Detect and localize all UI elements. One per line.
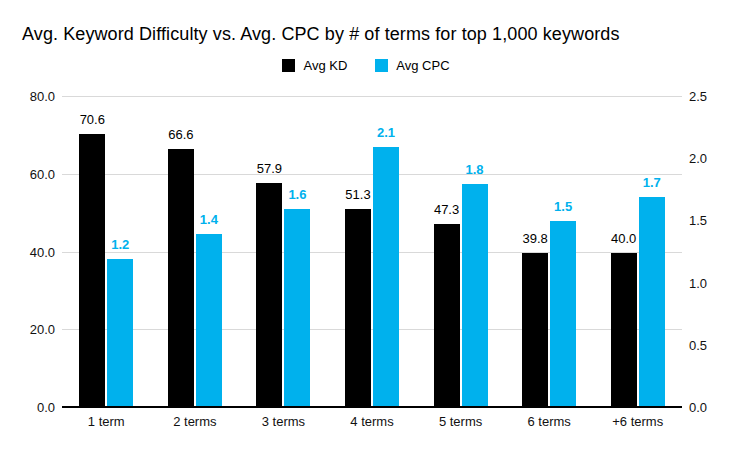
right-axis-tick-label: 2.5 bbox=[689, 89, 729, 105]
cpc-bar bbox=[107, 259, 133, 408]
cpc-bar bbox=[196, 234, 222, 408]
left-axis-tick-label: 60.0 bbox=[0, 167, 55, 183]
legend-label: Avg KD bbox=[303, 58, 347, 73]
x-axis-category-label: 1 term bbox=[61, 414, 151, 429]
right-axis-tick-label: 2.0 bbox=[689, 151, 729, 167]
kd-value-label: 57.9 bbox=[237, 161, 301, 176]
right-axis-tick-label: 0.5 bbox=[689, 338, 729, 354]
right-axis-tick-label: 1.0 bbox=[689, 276, 729, 292]
cpc-value-label: 1.2 bbox=[88, 237, 152, 252]
kd-bar bbox=[79, 134, 105, 408]
gridline bbox=[62, 329, 682, 330]
kd-value-label: 70.6 bbox=[60, 112, 124, 127]
left-axis-tick-label: 0.0 bbox=[0, 400, 55, 416]
kd-bar bbox=[611, 253, 637, 409]
cpc-value-label: 1.4 bbox=[177, 212, 241, 227]
gridline bbox=[62, 252, 682, 253]
right-axis-tick-label: 1.5 bbox=[689, 213, 729, 229]
cpc-value-label: 1.6 bbox=[265, 187, 329, 202]
legend-item-avg-cpc: Avg CPC bbox=[375, 58, 449, 73]
left-axis-tick-label: 80.0 bbox=[0, 89, 55, 105]
chart-title: Avg. Keyword Difficulty vs. Avg. CPC by … bbox=[22, 24, 620, 45]
cpc-value-label: 1.5 bbox=[531, 199, 595, 214]
x-axis-category-label: 4 terms bbox=[327, 414, 417, 429]
x-axis-line bbox=[62, 406, 682, 408]
gridline bbox=[62, 174, 682, 175]
legend-swatch-icon bbox=[282, 59, 295, 72]
cpc-bar bbox=[639, 197, 665, 408]
x-axis-category-label: 3 terms bbox=[238, 414, 328, 429]
x-axis-category-label: 5 terms bbox=[416, 414, 506, 429]
right-axis-tick-label: 0.0 bbox=[689, 400, 729, 416]
kd-value-label: 40.0 bbox=[592, 231, 656, 246]
cpc-bar bbox=[550, 221, 576, 408]
kd-value-label: 47.3 bbox=[415, 202, 479, 217]
kd-value-label: 66.6 bbox=[149, 127, 213, 142]
cpc-value-label: 1.7 bbox=[620, 175, 684, 190]
kd-value-label: 39.8 bbox=[503, 231, 567, 246]
legend-item-avg-kd: Avg KD bbox=[282, 58, 347, 73]
legend-swatch-icon bbox=[375, 59, 388, 72]
kd-bar bbox=[522, 253, 548, 408]
kd-bar bbox=[256, 183, 282, 408]
kd-bar bbox=[345, 209, 371, 408]
x-axis-category-label: 6 terms bbox=[504, 414, 594, 429]
legend-label: Avg CPC bbox=[396, 58, 449, 73]
chart-legend: Avg KD Avg CPC bbox=[0, 58, 732, 73]
kd-bar bbox=[434, 224, 460, 408]
x-axis-category-label: 2 terms bbox=[150, 414, 240, 429]
cpc-value-label: 2.1 bbox=[354, 125, 418, 140]
cpc-bar bbox=[462, 184, 488, 408]
gridline bbox=[62, 96, 682, 97]
kd-value-label: 51.3 bbox=[326, 187, 390, 202]
kd-bar bbox=[168, 149, 194, 408]
x-axis-category-label: +6 terms bbox=[593, 414, 683, 429]
cpc-value-label: 1.8 bbox=[443, 162, 507, 177]
plot-area: 70.6 1.2 66.6 1.4 57.9 1.651.3 2.1 47.3 1.8 39.8 1… bbox=[62, 97, 682, 408]
left-axis-tick-label: 40.0 bbox=[0, 245, 55, 261]
cpc-bar bbox=[284, 209, 310, 408]
left-axis-tick-label: 20.0 bbox=[0, 322, 55, 338]
